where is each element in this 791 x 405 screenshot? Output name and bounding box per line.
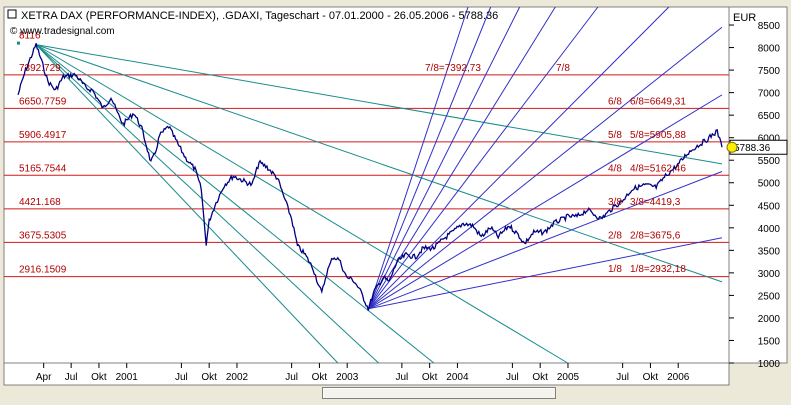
fan-line (368, 26, 723, 310)
x-tick-label: Jul (616, 372, 629, 383)
fan-line (368, 237, 723, 310)
fan-line (35, 44, 379, 364)
y-tick-label: 2000 (758, 314, 781, 325)
level-label: 4421.168 (19, 197, 61, 208)
fan-line (368, 94, 723, 310)
x-tick-label: Okt (643, 372, 659, 383)
y-tick-label: 3000 (758, 269, 781, 280)
fan-line (368, 171, 723, 310)
x-tick-label: Jul (285, 372, 298, 383)
start-anchor (17, 41, 20, 45)
fan-line (367, 6, 521, 310)
x-tick-label: Okt (422, 372, 438, 383)
y-tick-label: 3500 (758, 246, 781, 257)
level-label: 6650.7759 (19, 96, 67, 107)
price-marker (726, 141, 738, 153)
x-tick-label: 2001 (116, 372, 139, 383)
fraction-label: 2/8 (608, 230, 622, 241)
fan-line (36, 44, 723, 165)
y-tick-label: 7000 (758, 89, 781, 100)
chart-title: XETRA DAX (PERFORMANCE-INDEX), .GDAXI, T… (21, 10, 498, 22)
fan-line (367, 6, 599, 310)
last-price-label: 5788.36 (734, 143, 771, 154)
fraction-value-label: 1/8=2932,18 (630, 264, 686, 275)
y-tick-label: 6000 (758, 134, 781, 145)
x-tick-label: Jul (506, 372, 519, 383)
level-label: 3675.5305 (19, 230, 67, 241)
price-line (17, 43, 723, 311)
y-tick-label: 2500 (758, 291, 781, 302)
fan-line (367, 6, 492, 309)
x-tick-label: 2002 (226, 372, 249, 383)
fraction-label: 4/8 (608, 163, 622, 174)
source-label: © www.tradesignal.com (10, 26, 115, 37)
y-axis-panel (728, 6, 788, 364)
level-label: 5906.4917 (19, 130, 67, 141)
time-scrollbar[interactable] (322, 387, 556, 399)
y-tick-label: 4500 (758, 201, 781, 212)
x-tick-label: Jul (65, 372, 78, 383)
level-labels: 8116 7392.729 6650.7759 5906.4917 5165.7544 4… (19, 30, 686, 275)
fraction-value-label: 3/8=4419,3 (630, 197, 681, 208)
fraction-value-label: 2/8=3675,6 (630, 230, 681, 241)
y-tick-label: 5500 (758, 156, 781, 167)
y-tick-label: 6500 (758, 111, 781, 122)
fraction-label: 3/8 (608, 197, 622, 208)
x-tick-label: Apr (36, 372, 52, 383)
y-tick-label: 1500 (758, 336, 781, 347)
x-tick-label: Okt (312, 372, 328, 383)
y-axis: 1000 1500 2000 2500 3000 3500 4000 4500 5000 5500… (729, 21, 788, 370)
level-label: 7392.729 (19, 63, 61, 74)
x-axis-panel (3, 362, 730, 386)
level-label: 2916.1509 (19, 265, 67, 276)
fraction-value-label: 7/8=7392,73 (425, 63, 481, 74)
y-tick-label: 4000 (758, 224, 781, 235)
x-tick-label: Okt (201, 372, 217, 383)
collapse-icon[interactable] (7, 9, 17, 19)
x-tick-label: 2003 (336, 372, 359, 383)
fraction-label: 5/8 (608, 130, 622, 141)
x-axis: Apr Jul Okt 2001 Jul Okt 2002 Jul Okt 2003 Jul Okt 2… (36, 363, 690, 383)
fan-line (367, 6, 469, 309)
x-tick-label: Jul (175, 372, 188, 383)
y-tick-label: 1000 (758, 359, 781, 370)
fan-line (35, 44, 723, 283)
fraction-value-label: 4/8=5162,46 (630, 163, 686, 174)
x-tick-label: 2006 (667, 372, 690, 383)
level-label: 8116 (19, 30, 41, 41)
fan-line (35, 44, 568, 364)
marker-dot (726, 141, 738, 153)
fraction-value-label: 5/8=5905,88 (630, 130, 686, 141)
x-tick-label: 2005 (557, 372, 580, 383)
price-series (17, 41, 723, 311)
level-label: 5165.7544 (19, 163, 67, 174)
fraction-label: 7/8 (556, 63, 570, 74)
gann-fan-down (35, 44, 723, 364)
fraction-value-label: 6/8=6649,31 (630, 96, 686, 107)
y-tick-label: 8500 (758, 21, 781, 32)
fraction-label: 1/8 (608, 264, 622, 275)
x-tick-label: Okt (91, 372, 107, 383)
fan-line (367, 6, 670, 310)
scrollbar-thumb[interactable] (323, 388, 555, 398)
fan-line (35, 44, 339, 364)
y-tick-label: 7500 (758, 66, 781, 77)
y-tick-label: 5000 (758, 179, 781, 190)
x-tick-label: 2004 (446, 372, 469, 383)
y-tick-label: 8000 (758, 44, 781, 55)
fraction-label: 6/8 (608, 96, 622, 107)
x-tick-label: Jul (395, 372, 408, 383)
currency-label: EUR (733, 12, 756, 24)
x-tick-label: Okt (532, 372, 548, 383)
plot-area (3, 6, 730, 364)
gann-fan-up (367, 6, 723, 310)
